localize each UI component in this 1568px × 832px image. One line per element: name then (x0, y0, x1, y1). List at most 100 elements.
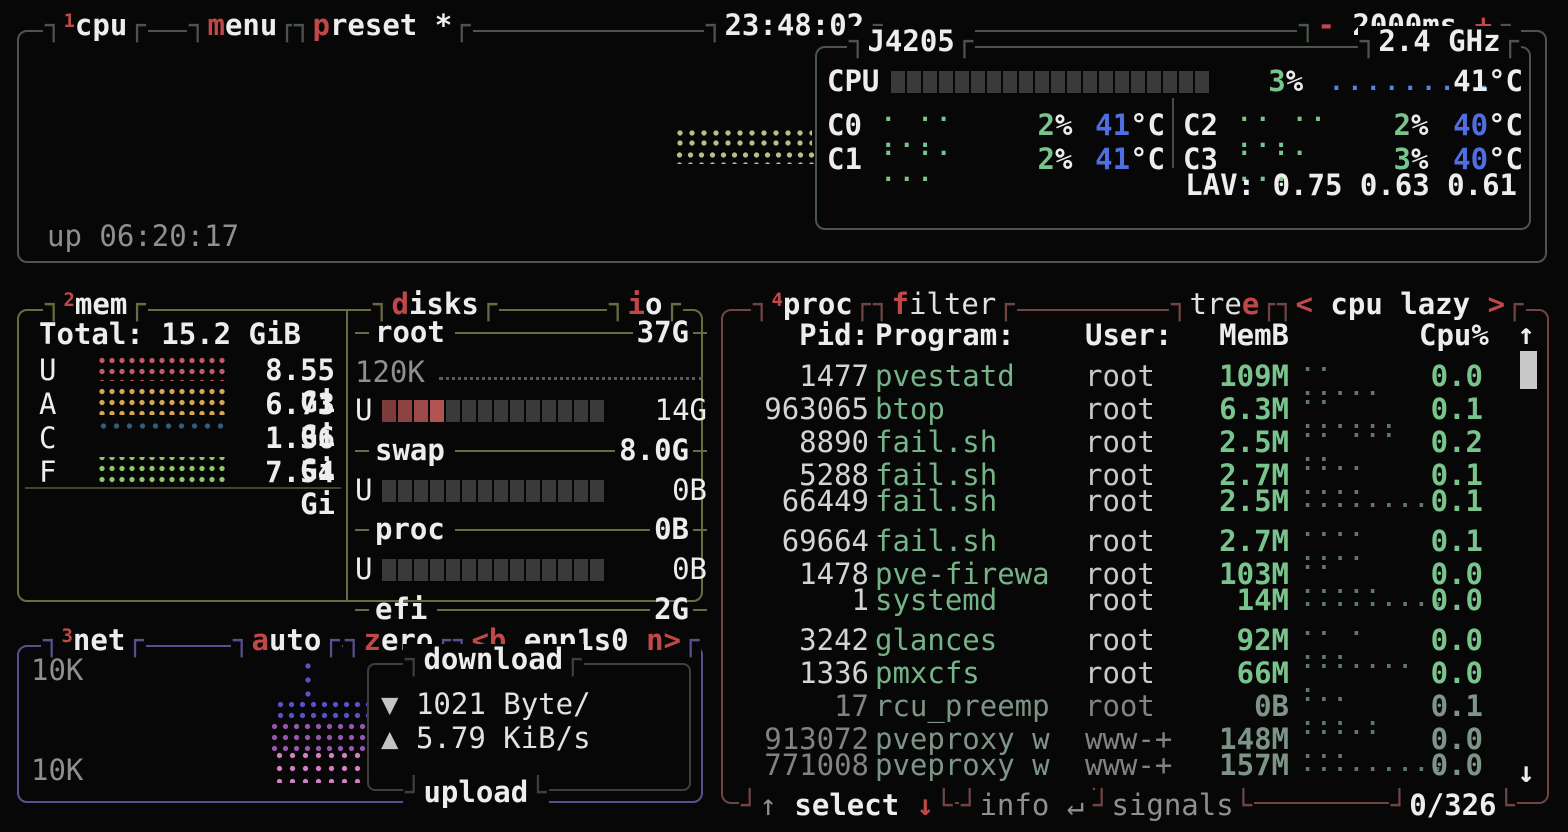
proc-row-mem-graph: .... .... (1301, 517, 1366, 567)
menu-button[interactable]: menu (187, 9, 298, 42)
proc-row-mem-graph: .. . ... (1301, 616, 1366, 666)
mem-hotkey-num: 2 (63, 289, 75, 311)
disk-swap-header: swap 8.0G (355, 434, 707, 467)
enter-key-icon: ↵ (1066, 788, 1085, 823)
select-control[interactable]: ↑ select ↓ (739, 788, 955, 823)
download-value: 1021 Byte/ (415, 687, 591, 721)
cpu-frequency: 2.4 GHz (1357, 25, 1521, 58)
upload-row: ▲ 5.79 KiB/s (381, 721, 591, 755)
proc-table-row[interactable]: 8890 fail.sh root 2.5M .. ... .. 0.2 (799, 418, 1483, 468)
proc-row-mem-graph: .. ..... (1301, 550, 1383, 600)
select-down-arrow-icon: ↓ (916, 788, 935, 823)
core-row-c2: C2 .. .. ... 2% 40°C (1183, 99, 1523, 154)
cpu-model: J4205 (847, 25, 976, 58)
upload-label: upload (403, 776, 549, 809)
proc-table-row[interactable]: 5288 fail.sh root 2.7M .... .... 0.1 (799, 451, 1483, 501)
core-row-c1: C1 . .. ... 2% 41°C (827, 133, 1165, 188)
core-c2-graph: .. .. ... (1237, 99, 1330, 154)
scrollbar-thumb[interactable] (1520, 351, 1537, 389)
proc-row-mem-graph: .. ...... (1301, 385, 1399, 435)
proc-row-mem-graph: ........ (1301, 488, 1431, 514)
proc-panel-title[interactable]: 4proc (751, 288, 874, 321)
proc-row-mem-graph: ..... ... (1301, 715, 1383, 765)
disk-proc-meter (382, 559, 605, 582)
net-graph-download (275, 699, 373, 723)
proc-table-row[interactable]: 963065 btop root 6.3M .. ...... 0.1 (764, 385, 1483, 435)
cpu-total-row: CPU 3% ......... 41°C (827, 64, 1523, 98)
mem-total: Total: 15.2 GiB (39, 317, 301, 351)
scroll-down-arrow[interactable]: ↓ (1517, 755, 1535, 789)
info-button[interactable]: info ↵ (959, 788, 1105, 823)
proc-table-row[interactable]: 1 systemd root 14M ......... 0.0 (851, 582, 1483, 617)
sort-next-button[interactable]: > (1487, 287, 1506, 321)
net-hotkey-num: 3 (61, 625, 73, 647)
proc-row-mem-graph: .. ..... (1301, 352, 1383, 402)
proc-table-body: 1477 pvestatd root 109M .. ..... 0.0 963… (723, 352, 1513, 782)
proc-row-mem-graph: ......... (1301, 587, 1448, 613)
cpu-total-graph: ......... (1329, 67, 1496, 96)
disks-list: root 37G 120K U 14G swap 8.0G U 0B proc … (355, 316, 707, 626)
proc-table-row[interactable]: 69664 fail.sh root 2.7M .... .... 0.1 (781, 517, 1483, 567)
mem-row-cached: C 1.36 Gi (39, 421, 335, 487)
core-column-divider (1172, 98, 1174, 168)
upload-arrow-icon: ▲ (381, 721, 399, 755)
select-up-arrow-icon: ↑ (759, 788, 777, 823)
proc-row-mem-graph: ......... (1301, 752, 1448, 778)
filter-button[interactable]: filter (871, 288, 1017, 321)
sort-prev-button[interactable]: < (1295, 287, 1313, 321)
core-row-c3: C3 . .. ... 3% 40°C (1183, 133, 1523, 188)
download-label: download (403, 643, 584, 676)
scroll-up-arrow[interactable]: ↑ (1517, 317, 1535, 351)
signals-button[interactable]: signals (1091, 789, 1255, 822)
disk-proc-header: proc 0B (355, 514, 707, 546)
cpu-total-temp: 41°C (1453, 64, 1523, 98)
proc-table-row[interactable]: 1477 pvestatd root 109M .. ..... 0.0 (799, 352, 1483, 402)
mem-panel: 2mem disks io Total: 15.2 GiB U 8.55 Gi … (17, 288, 707, 625)
proc-table-row[interactable]: 1336 pmxcfs root 66M ....... . 0.0 (799, 649, 1483, 699)
disk-root-meter (382, 399, 605, 422)
proc-hotkey-num: 4 (771, 289, 783, 311)
cpu-hotkey-num: 1 (63, 10, 75, 32)
core-c1-graph: . .. ... (881, 133, 955, 188)
download-row: ▼ 1021 Byte/ (381, 687, 591, 721)
mem-graph-divider (25, 487, 341, 489)
cpu-panel-title[interactable]: 1cpu (43, 9, 148, 42)
core-c0-graph: . .. ... (881, 99, 955, 154)
proc-table-row[interactable]: 913072 pveproxy w www-+ 148M ..... ... 0… (764, 715, 1483, 765)
proc-table-row[interactable]: 771008 pveproxy w www-+ 157M ......... 0… (764, 747, 1483, 782)
proc-table-row[interactable]: 1478 pve-firewa root 103M .. ..... 0.0 (799, 550, 1483, 600)
net-panel-title[interactable]: 3net (41, 624, 146, 657)
interval-decrease-button[interactable]: - (1317, 8, 1335, 42)
net-panel: 3net auto zero <b enp1s0 n> 10K 10K down… (17, 624, 703, 809)
mem-row-available: A 6.73 Gi (39, 387, 335, 453)
preset-button[interactable]: preset * (292, 9, 473, 42)
mem-row-used: U 8.55 Gi (39, 353, 335, 419)
net-auto-toggle[interactable]: auto (231, 624, 342, 657)
proc-table-row[interactable]: 3242 glances root 92M .. . ... 0.0 (799, 616, 1483, 666)
proc-row-mem-graph: .. ... .. (1301, 418, 1399, 468)
cpu-usage-graph (674, 128, 812, 148)
mem-title-label: mem (74, 287, 128, 321)
sort-field: cpu lazy (1330, 287, 1471, 321)
io-toggle[interactable]: io (607, 288, 683, 321)
net-scale-top: 10K (31, 653, 84, 687)
disks-toggle[interactable]: disks (371, 288, 500, 321)
disk-swap-meter (382, 479, 605, 502)
mem-row-free: F 7.54 Gi (39, 455, 335, 521)
cpu-total-label: CPU (827, 64, 880, 98)
proc-table-row[interactable]: 17 rcu_preemp root 0B ... ... . 0.1 (834, 682, 1483, 732)
disk-root-io-row: 120K (355, 356, 707, 389)
proc-table-header: Pid: Program: User: MemB Cpu% (799, 317, 1489, 352)
iface-next-button[interactable]: n> (646, 623, 682, 657)
disk-root-header: root 37G (355, 316, 707, 349)
core-row-c0: C0 . .. ... 2% 41°C (827, 99, 1165, 154)
cpu-usage-graph-row2 (674, 150, 822, 164)
upload-value: 5.79 KiB/s (415, 721, 591, 755)
tree-toggle[interactable]: tree (1169, 288, 1280, 321)
download-arrow-icon: ▼ (381, 687, 399, 721)
net-scale-bottom: 10K (31, 753, 84, 787)
proc-table-row[interactable]: 66449 fail.sh root 2.5M ........ 0.1 (781, 483, 1483, 518)
disk-swap-used-row: U 0B (355, 472, 707, 507)
mem-panel-title[interactable]: 2mem (43, 287, 148, 321)
cpu-total-meter (891, 70, 1210, 93)
